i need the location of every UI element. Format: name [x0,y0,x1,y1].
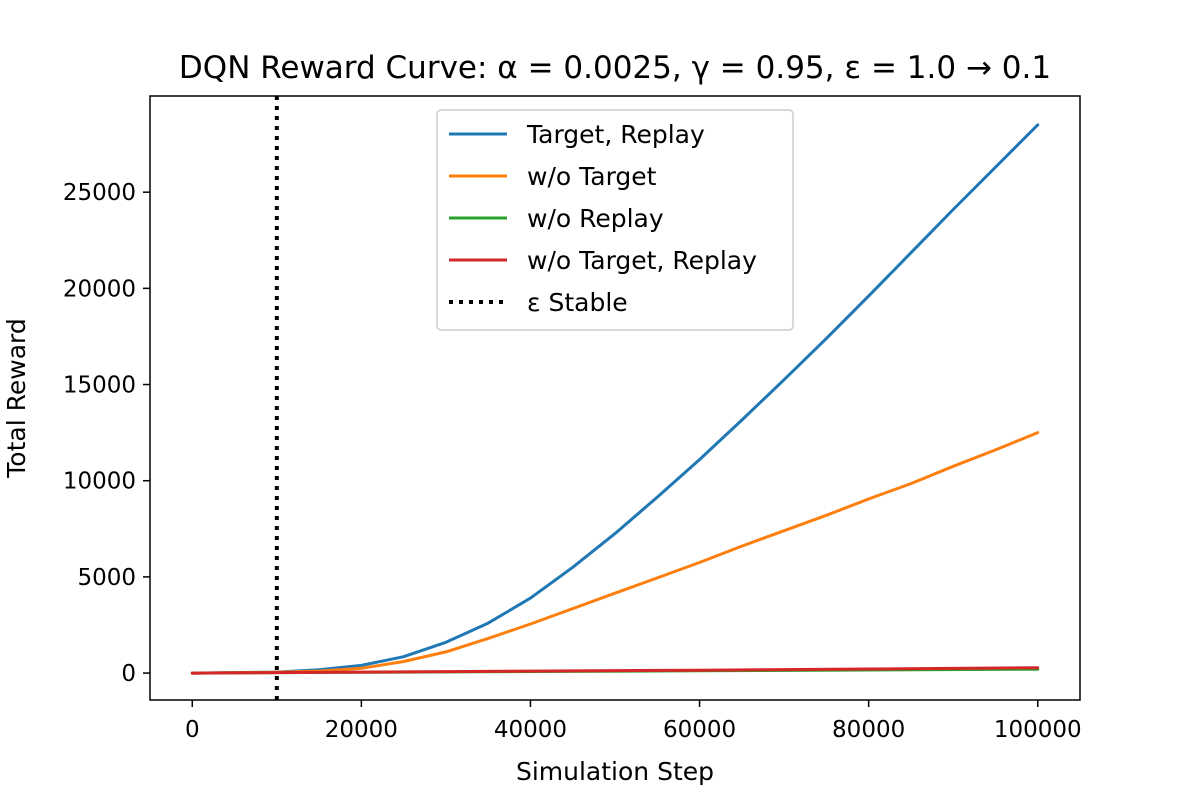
legend-entry: w/o Target [527,162,657,191]
axes-frame [149,95,1081,701]
legend-entry: Target, Replay [526,120,705,149]
series-line-0 [190,123,1040,675]
y-tick-label: 10000 [63,469,136,495]
x-axis: 0 20000 40000 60000 80000 100000 [185,700,1082,743]
legend-entry: ε Stable [527,288,628,317]
x-tick-label: 60000 [663,717,736,743]
x-axis-label: Simulation Step [516,757,714,786]
x-tick-label: 100000 [994,717,1082,743]
x-tick-label: 40000 [494,717,567,743]
legend-entry: w/o Replay [527,204,664,233]
y-axis-label: Total Reward [2,318,31,478]
x-tick-label: 80000 [832,717,905,743]
x-tick-label: 20000 [325,717,398,743]
legend: Target, Replay w/o Target w/o Replay w/o Ta… [436,109,794,331]
series-line-1 [190,431,1040,675]
chart-title: DQN Reward Curve: α = 0.0025, γ = 0.95, … [179,50,1051,86]
y-tick-label: 0 [121,661,136,687]
x-tick-label: 0 [185,717,200,743]
y-tick-label: 25000 [63,180,136,206]
legend-box [436,109,794,331]
plot-area [190,96,1040,700]
y-tick-label: 20000 [63,276,136,302]
legend-entry: w/o Target, Replay [527,246,757,275]
axes-border [149,95,1081,701]
series-line-3 [190,666,1040,675]
y-axis: 0 5000 10000 15000 20000 25000 [63,180,150,687]
y-tick-label: 15000 [63,373,136,399]
y-tick-label: 5000 [77,565,136,591]
